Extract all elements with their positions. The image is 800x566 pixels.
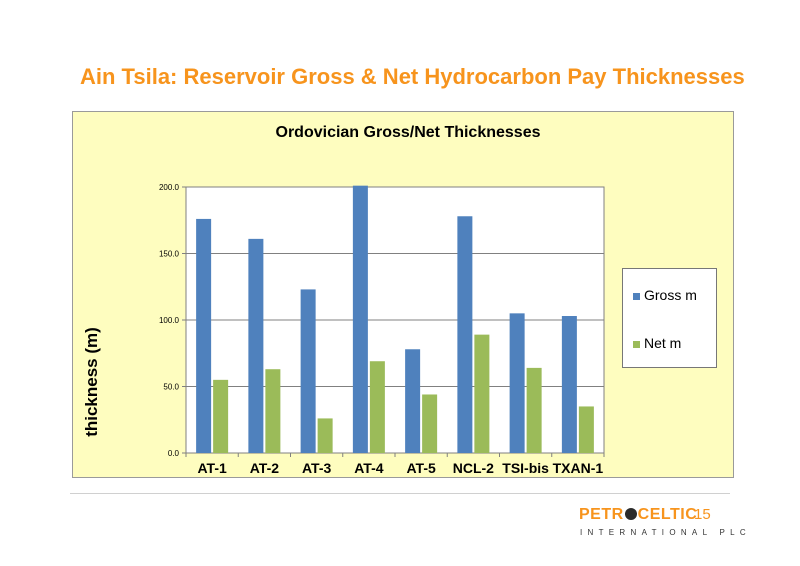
chart-title: Ordovician Gross/Net Thicknesses: [275, 124, 541, 141]
bar-net: [265, 369, 281, 453]
page-number: 15: [694, 506, 711, 523]
x-tick-label: AT-1: [197, 460, 227, 476]
y-tick-label: 0.0: [168, 449, 180, 458]
legend-label-gross: Gross m: [644, 287, 697, 303]
x-tick-label: AT-5: [406, 460, 436, 476]
x-tick-label: AT-3: [302, 460, 332, 476]
y-tick-label: 150.0: [159, 250, 180, 259]
bar-net: [474, 334, 490, 453]
bar-net: [317, 418, 333, 453]
y-tick-label: 100.0: [159, 316, 180, 325]
bar-chart: 0.0 50.0 100.0 150.0 200.0 AT-1 AT-2 AT-3 AT-4 AT…: [159, 183, 605, 476]
y-tick-label: 50.0: [163, 383, 179, 392]
legend-swatch-gross: [633, 292, 640, 300]
y-tick-label: 200.0: [159, 183, 180, 192]
logo-subtext: INTERNATIONAL PLC: [580, 528, 752, 537]
x-tick-label: AT-4: [354, 460, 384, 476]
logo-text-right: CELTIC: [637, 506, 698, 523]
logo-dot-icon: [624, 508, 637, 520]
footer-divider: [70, 493, 730, 494]
chart-panel: Ordovician Gross/Net Thicknesses 0.0 50.0…: [72, 111, 734, 478]
logo-text-left: PETR: [579, 506, 624, 523]
bar-gross: [405, 349, 421, 453]
company-logo: PETR CELTIC: [579, 506, 697, 524]
bar-gross: [457, 216, 473, 453]
bar-gross: [561, 316, 577, 453]
x-tick-label: NCL-2: [453, 460, 494, 476]
bar-net: [369, 361, 385, 453]
bar-net: [578, 406, 594, 453]
bar-net: [213, 379, 229, 453]
bar-gross: [196, 218, 212, 453]
y-axis-label: thickness (m): [82, 327, 101, 437]
bar-net: [422, 394, 438, 453]
bar-gross: [300, 289, 316, 453]
x-tick-label: TXAN-1: [553, 460, 604, 476]
legend-item-net: Net m: [633, 335, 681, 351]
chart-legend: Gross m Net m: [622, 268, 717, 368]
bar-net: [526, 367, 542, 453]
x-tick-label: TSI-bis: [502, 460, 549, 476]
slide-title: Ain Tsila: Reservoir Gross & Net Hydroca…: [80, 64, 745, 89]
x-tick-label: AT-2: [250, 460, 280, 476]
bar-gross: [352, 185, 368, 454]
legend-swatch-net: [633, 340, 640, 348]
bar-gross: [248, 238, 264, 453]
legend-item-gross: Gross m: [633, 287, 697, 303]
legend-label-net: Net m: [644, 335, 682, 351]
bar-gross: [509, 313, 525, 453]
